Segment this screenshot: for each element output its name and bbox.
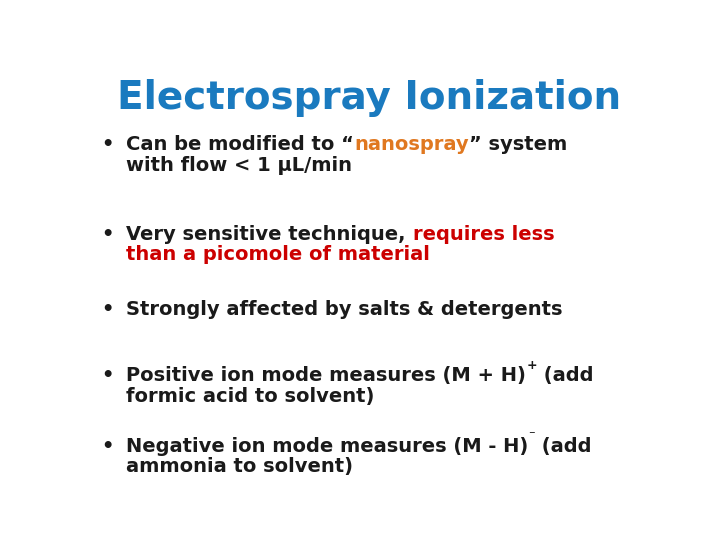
Text: +: +	[526, 359, 537, 372]
Text: •: •	[102, 136, 114, 154]
Text: Positive ion mode measures (M + H): Positive ion mode measures (M + H)	[126, 366, 526, 385]
Text: Electrospray Ionization: Electrospray Ionization	[117, 79, 621, 117]
Text: (add: (add	[535, 437, 592, 456]
Text: •: •	[102, 366, 114, 385]
Text: •: •	[102, 437, 114, 456]
Text: ammonia to solvent): ammonia to solvent)	[126, 457, 354, 476]
Text: requires less: requires less	[413, 225, 554, 244]
Text: ” system: ” system	[469, 136, 567, 154]
Text: Negative ion mode measures (M - H): Negative ion mode measures (M - H)	[126, 437, 528, 456]
Text: (add: (add	[537, 366, 593, 385]
Text: nanospray: nanospray	[354, 136, 469, 154]
Text: than a picomole of material: than a picomole of material	[126, 245, 430, 264]
Text: Can be modified to “: Can be modified to “	[126, 136, 354, 154]
Text: Very sensitive technique,: Very sensitive technique,	[126, 225, 413, 244]
Text: formic acid to solvent): formic acid to solvent)	[126, 387, 374, 406]
Text: Strongly affected by salts & detergents: Strongly affected by salts & detergents	[126, 300, 563, 319]
Text: •: •	[102, 300, 114, 319]
Text: ⁻: ⁻	[528, 429, 535, 442]
Text: with flow < 1 μL/min: with flow < 1 μL/min	[126, 156, 352, 175]
Text: •: •	[102, 225, 114, 244]
